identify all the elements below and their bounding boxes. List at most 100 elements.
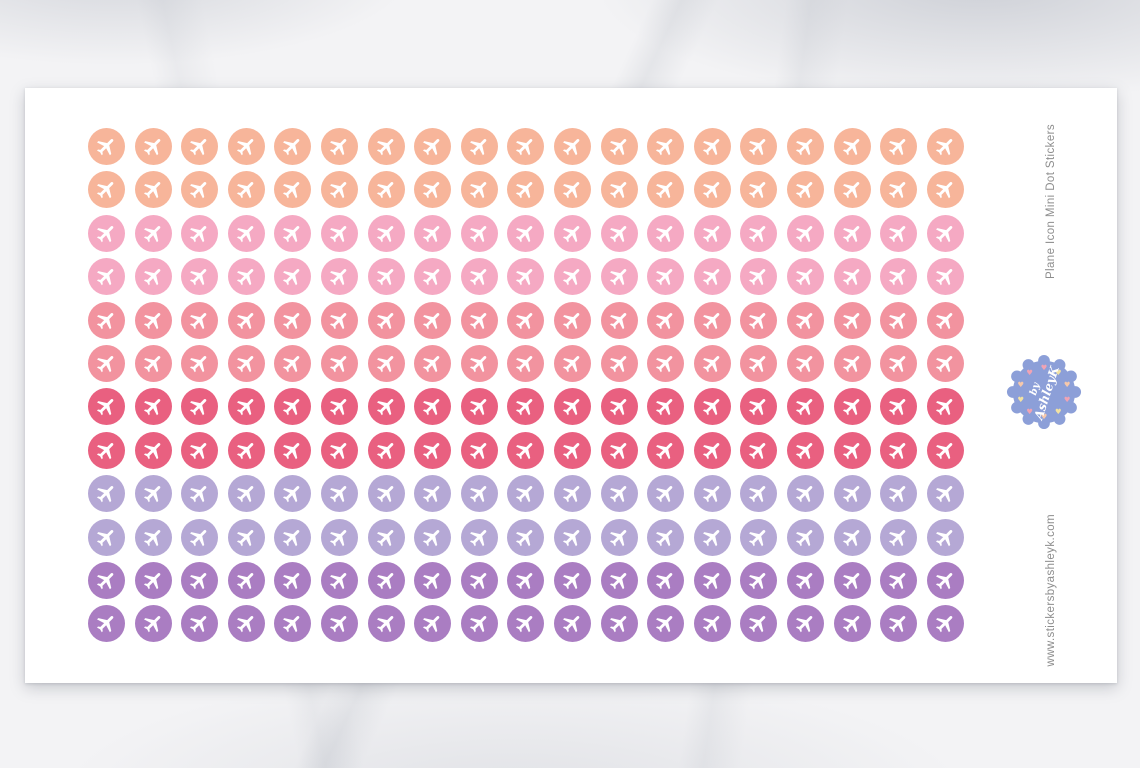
plane-icon bbox=[236, 616, 254, 633]
heart-icon: ♥ bbox=[1064, 395, 1071, 404]
plane-icon bbox=[236, 269, 254, 286]
dot-sticker bbox=[134, 128, 172, 165]
dot-sticker bbox=[600, 171, 638, 209]
dot-sticker bbox=[134, 258, 172, 296]
dot-sticker bbox=[507, 605, 545, 643]
plane-icon bbox=[423, 355, 440, 373]
dot-sticker bbox=[833, 128, 871, 165]
plane-icon bbox=[935, 225, 953, 243]
dot-sticker bbox=[367, 258, 405, 296]
plane-icon bbox=[423, 312, 440, 329]
dot-sticker bbox=[414, 388, 452, 426]
plane-icon bbox=[935, 616, 953, 633]
dot-sticker bbox=[647, 301, 685, 339]
dot-sticker bbox=[320, 605, 358, 643]
dot-sticker bbox=[367, 214, 405, 252]
plane-icon bbox=[376, 269, 393, 286]
dot-sticker bbox=[227, 475, 265, 513]
plane-icon bbox=[889, 312, 906, 329]
plane-icon bbox=[702, 138, 720, 156]
plane-icon bbox=[889, 355, 906, 373]
plane-icon bbox=[795, 225, 813, 243]
plane-icon bbox=[283, 572, 300, 590]
plane-icon bbox=[516, 355, 533, 373]
plane-icon bbox=[423, 138, 440, 156]
plane-icon bbox=[795, 355, 813, 373]
plane-icon bbox=[609, 529, 626, 546]
dot-sticker bbox=[926, 301, 964, 339]
dot-sticker bbox=[274, 258, 312, 296]
plane-icon bbox=[516, 225, 533, 243]
dot-sticker bbox=[414, 561, 452, 599]
dot-sticker bbox=[693, 388, 731, 426]
plane-icon bbox=[562, 225, 580, 243]
dot-sticker bbox=[274, 171, 312, 209]
plane-icon bbox=[423, 225, 440, 243]
dot-sticker bbox=[414, 518, 452, 556]
dot-sticker bbox=[320, 258, 358, 296]
dot-sticker bbox=[926, 171, 964, 209]
dot-sticker bbox=[414, 431, 452, 469]
plane-icon bbox=[656, 486, 673, 503]
dot-sticker bbox=[181, 605, 219, 643]
plane-icon bbox=[283, 269, 300, 286]
dot-sticker bbox=[786, 214, 824, 252]
dot-sticker bbox=[274, 605, 312, 643]
plane-icon bbox=[236, 529, 254, 546]
dot-sticker bbox=[600, 301, 638, 339]
plane-icon bbox=[329, 572, 347, 590]
plane-icon bbox=[190, 399, 207, 416]
dot-sticker bbox=[88, 128, 125, 165]
dot-sticker bbox=[786, 388, 824, 426]
dot-sticker bbox=[880, 258, 918, 296]
dot-sticker bbox=[414, 344, 452, 382]
dot-sticker bbox=[88, 431, 125, 469]
plane-icon bbox=[702, 225, 720, 243]
plane-icon bbox=[656, 616, 673, 633]
plane-icon bbox=[376, 399, 393, 416]
dot-sticker bbox=[786, 561, 824, 599]
dot-sticker bbox=[367, 431, 405, 469]
plane-icon bbox=[329, 182, 347, 199]
dot-sticker bbox=[600, 128, 638, 165]
plane-icon bbox=[376, 529, 393, 546]
plane-icon bbox=[376, 138, 393, 156]
plane-icon bbox=[469, 225, 487, 243]
dot-sticker bbox=[600, 561, 638, 599]
plane-icon bbox=[516, 616, 533, 633]
plane-icon bbox=[562, 616, 580, 633]
dot-sticker bbox=[227, 605, 265, 643]
dot-sticker bbox=[274, 301, 312, 339]
dot-sticker bbox=[880, 518, 918, 556]
plane-icon bbox=[143, 572, 160, 590]
plane-icon bbox=[889, 399, 906, 416]
heart-icon: ♥ bbox=[1041, 412, 1048, 421]
plane-icon bbox=[469, 312, 487, 329]
dot-sticker bbox=[274, 344, 312, 382]
plane-icon bbox=[935, 312, 953, 329]
plane-icon bbox=[842, 312, 859, 329]
dot-sticker bbox=[786, 344, 824, 382]
plane-icon bbox=[702, 572, 720, 590]
plane-icon bbox=[97, 399, 114, 416]
plane-icon bbox=[97, 486, 114, 503]
plane-icon bbox=[143, 355, 160, 373]
dot-sticker bbox=[693, 258, 731, 296]
dot-sticker bbox=[414, 128, 452, 165]
dot-sticker bbox=[507, 431, 545, 469]
plane-icon bbox=[469, 442, 487, 460]
plane-icon bbox=[469, 182, 487, 199]
plane-icon bbox=[842, 486, 859, 503]
dot-sticker bbox=[880, 301, 918, 339]
plane-icon bbox=[749, 572, 766, 590]
dot-sticker bbox=[460, 128, 498, 165]
dot-sticker bbox=[460, 344, 498, 382]
plane-icon bbox=[376, 312, 393, 329]
plane-icon bbox=[609, 312, 626, 329]
dot-sticker bbox=[414, 605, 452, 643]
dot-sticker bbox=[227, 388, 265, 426]
plane-icon bbox=[749, 399, 766, 416]
plane-icon bbox=[190, 355, 207, 373]
dot-sticker bbox=[833, 605, 871, 643]
dot-sticker bbox=[553, 128, 591, 165]
